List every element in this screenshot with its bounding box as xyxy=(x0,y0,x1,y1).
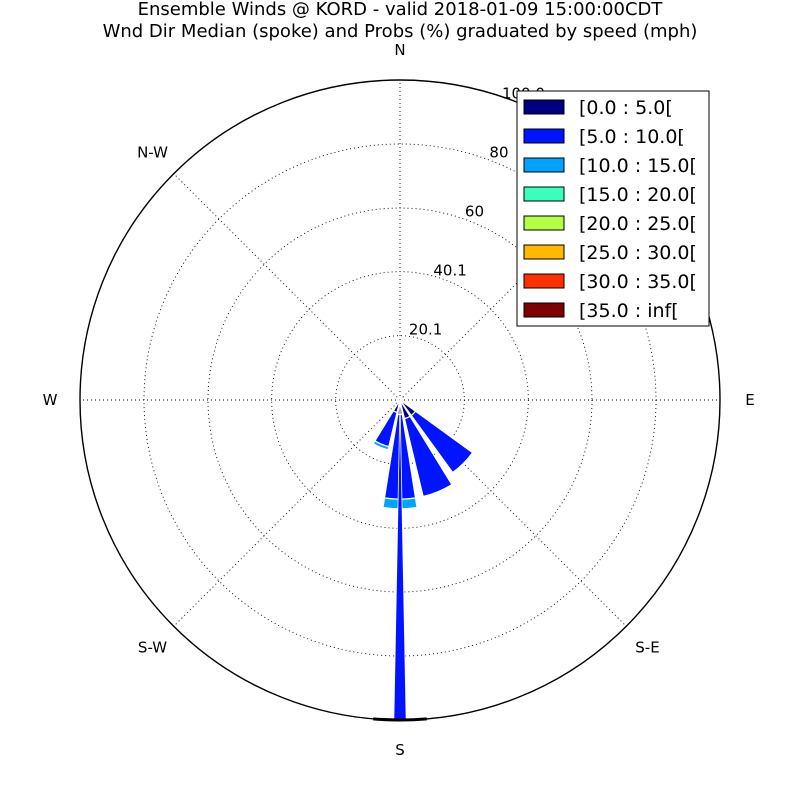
legend-label-1: [5.0 : 10.0[ xyxy=(579,126,685,148)
ring-label-3: 80 xyxy=(489,143,508,161)
chart-title: Ensemble Winds @ KORD - valid 2018-01-09… xyxy=(138,0,664,20)
bar-segment-dir157.5-bin1 xyxy=(403,415,453,498)
ring-label-1: 40.1 xyxy=(433,261,466,279)
bar-segment-dir202.5-bin2 xyxy=(372,440,390,451)
direction-label-s-e: S-E xyxy=(635,638,659,656)
legend-swatch-2 xyxy=(523,157,565,173)
direction-label-w: W xyxy=(43,391,58,409)
legend-swatch-0 xyxy=(523,99,565,115)
grid-spoke-7 xyxy=(173,173,401,401)
direction-label-n-w: N-W xyxy=(137,144,168,162)
legend-label-0: [0.0 : 5.0[ xyxy=(579,97,673,119)
legend-swatch-3 xyxy=(523,186,565,202)
legend-swatch-1 xyxy=(523,128,565,144)
legend: [0.0 : 5.0[ [5.0 : 10.0[ [10.0 : 15.0[ [15.… xyxy=(516,90,710,327)
legend-swatch-5 xyxy=(523,244,565,260)
direction-label-s-w: S-W xyxy=(138,638,167,656)
grid-spoke-5 xyxy=(173,399,401,627)
ring-label-2: 60 xyxy=(465,203,484,221)
direction-label-n: N xyxy=(394,41,405,59)
legend-swatch-4 xyxy=(523,215,565,231)
grid-spoke-1 xyxy=(399,173,627,401)
bar-segment-dir22.5-bin1 xyxy=(399,396,403,400)
bar-segment-dir135-bin1 xyxy=(410,410,474,474)
legend-label-5: [25.0 : 30.0[ xyxy=(579,242,697,264)
legend-label-4: [20.0 : 25.0[ xyxy=(579,213,697,235)
legend-swatch-7 xyxy=(523,302,565,318)
legend-label-6: [30.0 : 35.0[ xyxy=(579,271,697,293)
ring-label-0: 20.1 xyxy=(409,321,442,339)
legend-swatch-6 xyxy=(523,273,565,289)
direction-label-e: E xyxy=(745,391,754,409)
outer-frame xyxy=(79,79,721,721)
direction-label-s: S xyxy=(395,741,405,759)
grid-spoke-3 xyxy=(399,399,627,627)
chart-subtitle: Wnd Dir Median (spoke) and Probs (%) gra… xyxy=(103,21,698,42)
legend-label-7: [35.0 : inf[ xyxy=(579,300,679,322)
legend-label-3: [15.0 : 20.0[ xyxy=(579,184,697,206)
legend-label-2: [10.0 : 15.0[ xyxy=(579,155,697,177)
windrose-bars xyxy=(372,396,474,510)
